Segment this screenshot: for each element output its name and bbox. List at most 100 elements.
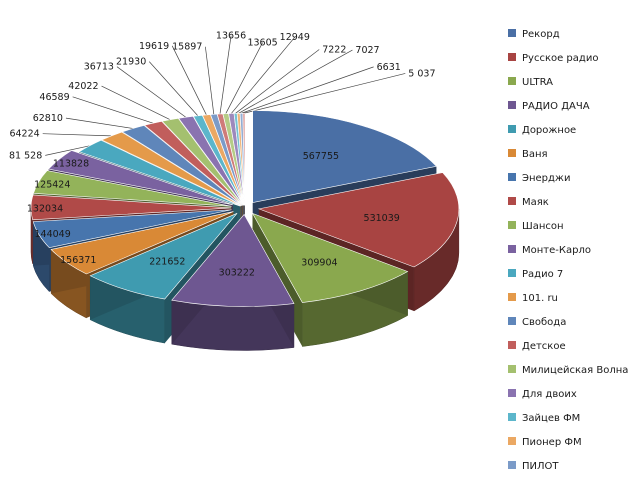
data-label-8: 125424 (34, 179, 70, 190)
data-label-21: 12949 (280, 32, 310, 43)
slice-3 (171, 213, 295, 307)
legend-label-5: Ваня (522, 149, 548, 160)
data-label-25: 5 037 (408, 68, 435, 79)
leader-line-22 (235, 49, 320, 114)
data-label-19: 13656 (216, 31, 246, 42)
legend-swatch-13 (508, 341, 516, 349)
data-label-11: 64224 (9, 129, 39, 140)
leader-line-24 (241, 66, 374, 114)
legend-swatch-11 (508, 293, 516, 301)
data-label-13: 46589 (39, 92, 69, 103)
data-label-14: 42022 (68, 81, 98, 92)
leader-line-13 (72, 96, 154, 124)
legend-label-10: Радио 7 (522, 269, 563, 280)
leader-line-21 (231, 36, 296, 114)
data-label-16: 21930 (116, 57, 146, 68)
legend-swatch-17 (508, 437, 516, 445)
data-label-15: 36713 (84, 62, 114, 73)
leader-line-23 (238, 49, 353, 114)
legend-label-2: ULTRA (522, 77, 553, 88)
data-label-18: 15897 (172, 42, 202, 53)
slice-9 (47, 150, 233, 206)
slice-5 (50, 211, 234, 275)
slice-10 (78, 139, 241, 207)
data-label-22: 7222 (322, 44, 346, 55)
legend-label-11: 101. ru (522, 293, 558, 304)
legend-swatch-15 (508, 389, 516, 397)
data-label-6: 144049 (34, 229, 70, 240)
data-label-17: 19619 (139, 41, 169, 52)
legend-label-7: Маяк (522, 197, 549, 208)
legend-swatch-2 (508, 77, 516, 85)
data-labels: 567755 531039 309904 303222 221652 156371 1440… (9, 31, 435, 279)
legend-swatch-4 (508, 125, 516, 133)
legend-label-3: РАДИО ДАЧА (522, 101, 590, 112)
legend-label-0: Рекорд (522, 29, 560, 40)
slice-8 (33, 170, 232, 207)
slice-6 (32, 209, 232, 249)
legend-swatch-3 (508, 101, 516, 109)
slice-11 (100, 131, 242, 207)
leader-line-14 (101, 85, 171, 121)
slice-1 (257, 172, 460, 268)
legend-label-14: Милицейская Волна (522, 365, 628, 376)
legend-label-9: Монте-Карло (522, 245, 591, 256)
legend-swatch-0 (508, 29, 516, 37)
legend-label-8: Шансон (522, 221, 564, 232)
legend-swatch-6 (508, 173, 516, 181)
leader-line-16 (148, 61, 199, 116)
legend-label-17: Пионер ФМ (522, 437, 582, 448)
legend-swatch-5 (508, 149, 516, 157)
legend-swatch-9 (508, 245, 516, 253)
data-label-3: 303222 (219, 267, 255, 278)
data-label-2: 309904 (301, 257, 337, 268)
legend: Рекорд Русское радио ULTRA РАДИО ДАЧА Дорожн… (508, 29, 628, 472)
slice-4 (89, 213, 238, 300)
legend-label-16: Зайцев ФМ (522, 413, 580, 424)
data-label-20: 13605 (247, 38, 277, 49)
leader-line-10 (45, 145, 90, 156)
leader-line-18 (205, 46, 215, 115)
data-label-7: 132034 (27, 203, 63, 214)
slice-14 (161, 118, 244, 206)
leader-lines (42, 35, 406, 156)
data-label-0: 567755 (303, 151, 339, 162)
leader-line-20 (225, 42, 263, 114)
legend-swatch-10 (508, 269, 516, 277)
leader-line-25 (243, 73, 406, 114)
slice-0 (252, 110, 438, 203)
slice-12 (121, 125, 242, 206)
leader-line-19 (219, 35, 232, 114)
leader-line-12 (65, 117, 134, 129)
data-label-9: 113828 (53, 159, 89, 170)
slice-tops (30, 110, 460, 307)
legend-swatch-18 (508, 461, 516, 469)
legend-swatch-12 (508, 317, 516, 325)
legend-label-13: Детское (522, 341, 566, 352)
slice-15 (178, 115, 244, 206)
data-label-23: 7027 (355, 45, 379, 56)
data-label-10: 81 528 (9, 150, 42, 161)
legend-label-18: ПИЛОТ (522, 461, 559, 472)
legend-label-4: Дорожное (522, 125, 576, 136)
legend-swatch-16 (508, 413, 516, 421)
legend-swatch-1 (508, 53, 516, 61)
leader-line-17 (171, 45, 207, 116)
data-label-4: 221652 (149, 256, 185, 267)
data-label-24: 6631 (377, 62, 401, 73)
leader-line-15 (116, 66, 187, 118)
slice-2 (251, 212, 409, 303)
data-label-5: 156371 (60, 255, 96, 266)
slice-25 (242, 112, 246, 206)
legend-label-1: Русское радио (522, 53, 598, 64)
data-label-12: 62810 (33, 113, 63, 124)
data-label-1: 531039 (364, 213, 400, 224)
legend-swatch-7 (508, 197, 516, 205)
legend-swatch-8 (508, 221, 516, 229)
slice-13 (143, 121, 243, 206)
leader-line-11 (42, 133, 112, 137)
legend-swatch-14 (508, 365, 516, 373)
legend-label-12: Свобода (522, 317, 566, 328)
legend-label-15: Для двоих (522, 389, 577, 400)
